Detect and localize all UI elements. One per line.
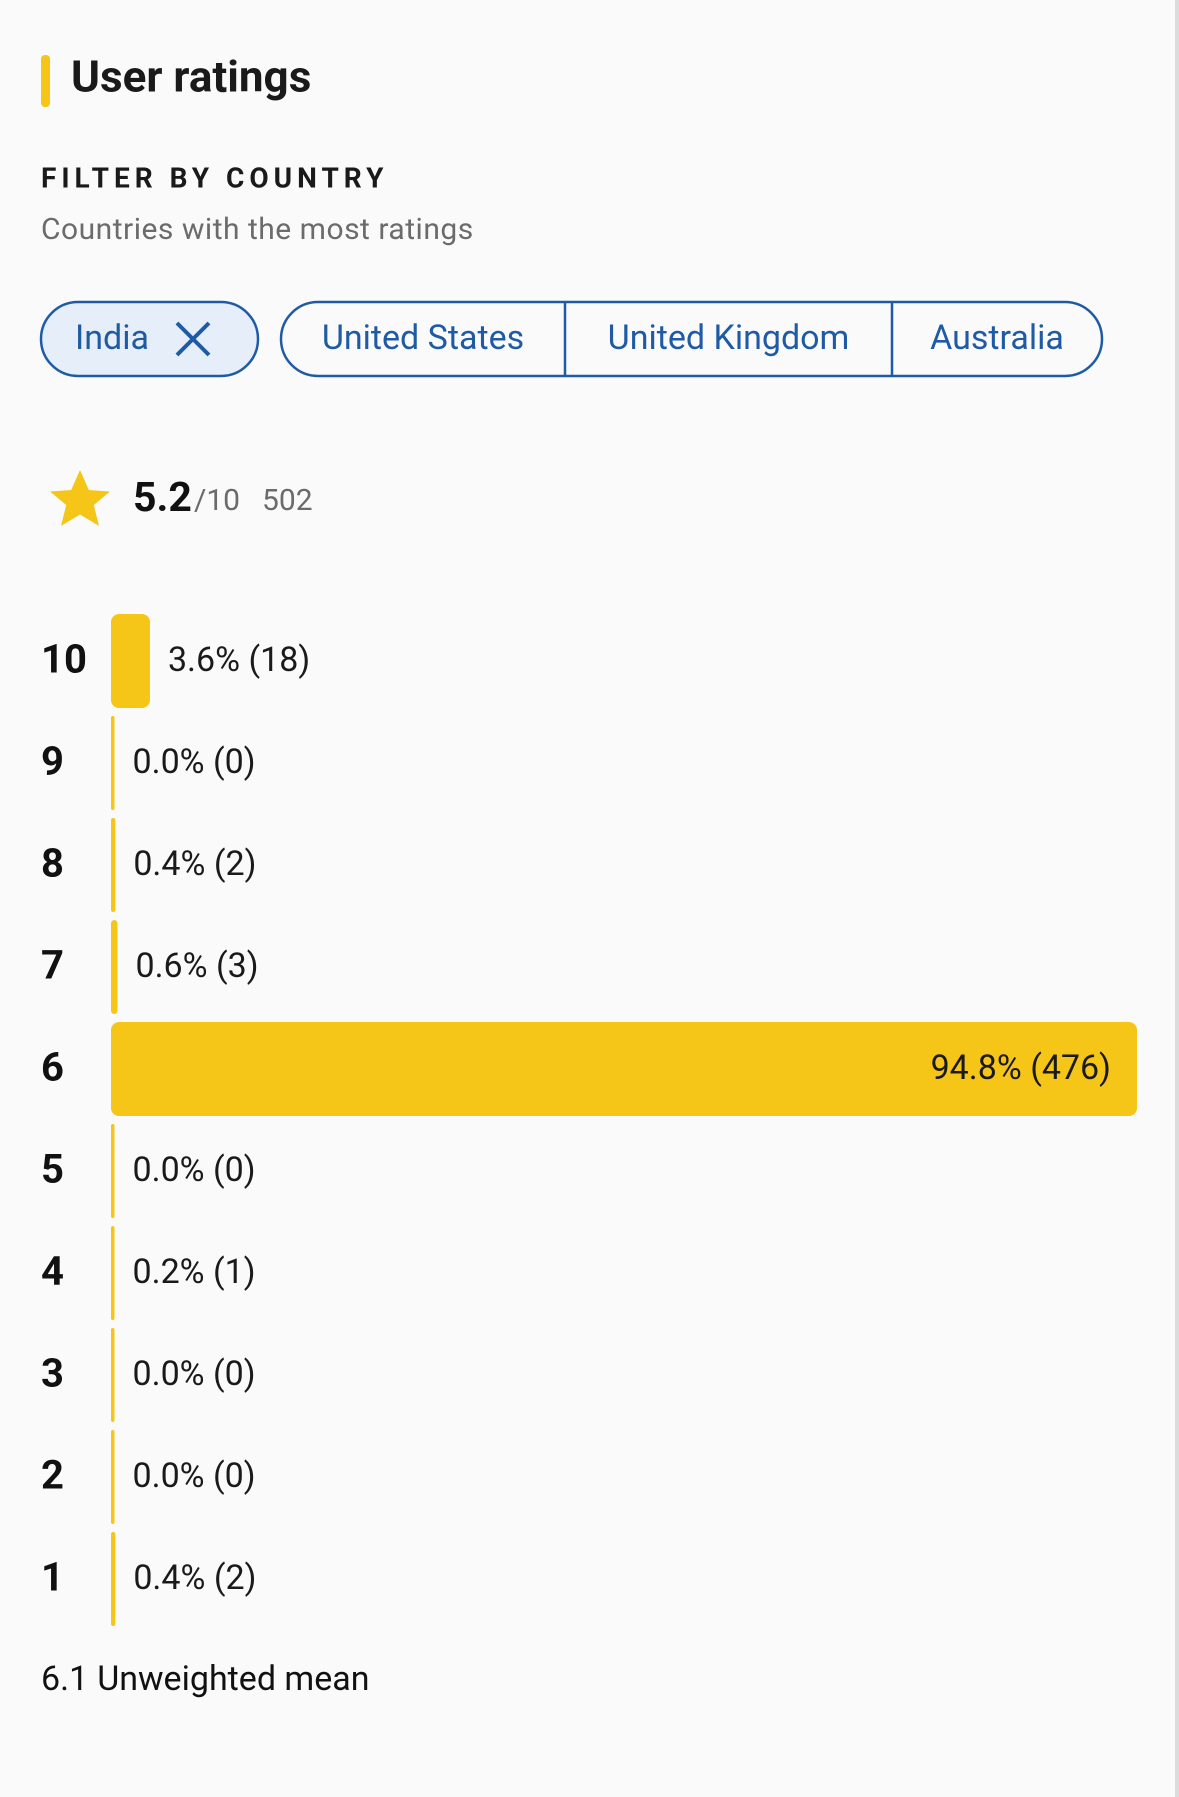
rating-label: 9 [41, 738, 64, 785]
rating-bar [111, 1328, 115, 1422]
rating-label: 6 [41, 1044, 64, 1091]
rating-scale: /10 [194, 483, 240, 518]
section-title: User ratings [71, 51, 311, 103]
rating-bar [111, 1226, 115, 1320]
mean-value: 6.1 [41, 1659, 88, 1699]
rating-count: 502 [262, 483, 313, 518]
rating-value-label: 0.2% (1) [133, 1252, 256, 1292]
rating-label: 7 [41, 942, 64, 989]
rating-value-label: 0.6% (3) [135, 946, 258, 986]
chip-selected[interactable] [39, 300, 260, 378]
chip-label[interactable]: Australia [930, 318, 1064, 358]
rating-bar [111, 1532, 116, 1626]
rating-value-label: 0.4% (2) [133, 844, 256, 884]
rating-label: 3 [41, 1350, 64, 1397]
rating-bar [111, 1430, 115, 1524]
rating-label: 1 [41, 1554, 64, 1601]
rating-bar [111, 920, 118, 1014]
filter-subtitle: Countries with the most ratings [41, 212, 474, 247]
rating-bar [111, 1022, 1137, 1116]
rating-value-label: 0.0% (0) [133, 1150, 256, 1190]
rating-bar [111, 1124, 115, 1218]
rating-label: 8 [41, 840, 64, 887]
chip-label[interactable]: United Kingdom [608, 318, 850, 358]
star-icon [50, 470, 110, 526]
rating-value-label: 3.6% (18) [168, 640, 310, 680]
rating-value-label: 94.8% (476) [931, 1048, 1111, 1088]
rating-score: 5.2 [133, 474, 192, 522]
rating-label: 4 [41, 1248, 64, 1295]
rating-label: 2 [41, 1452, 64, 1499]
rating-value-label: 0.0% (0) [133, 742, 256, 782]
chip-remove-icon[interactable] [175, 321, 211, 357]
chip-label[interactable]: United States [322, 318, 524, 358]
filter-heading: FILTER BY COUNTRY [41, 161, 388, 194]
chip-group-outline [279, 300, 1104, 378]
mean-label: Unweighted mean [97, 1659, 369, 1699]
rating-value-label: 0.4% (2) [133, 1558, 256, 1598]
rating-label: 5 [41, 1146, 64, 1193]
title-accent [41, 55, 50, 107]
rating-bar [111, 716, 115, 810]
rating-label: 10 [41, 636, 87, 683]
rating-bar [111, 614, 150, 708]
rating-value-label: 0.0% (0) [133, 1354, 256, 1394]
chip-label[interactable]: India [75, 318, 149, 358]
rating-bar [111, 818, 116, 912]
rating-value-label: 0.0% (0) [133, 1456, 256, 1496]
right-edge [1175, 0, 1179, 1797]
